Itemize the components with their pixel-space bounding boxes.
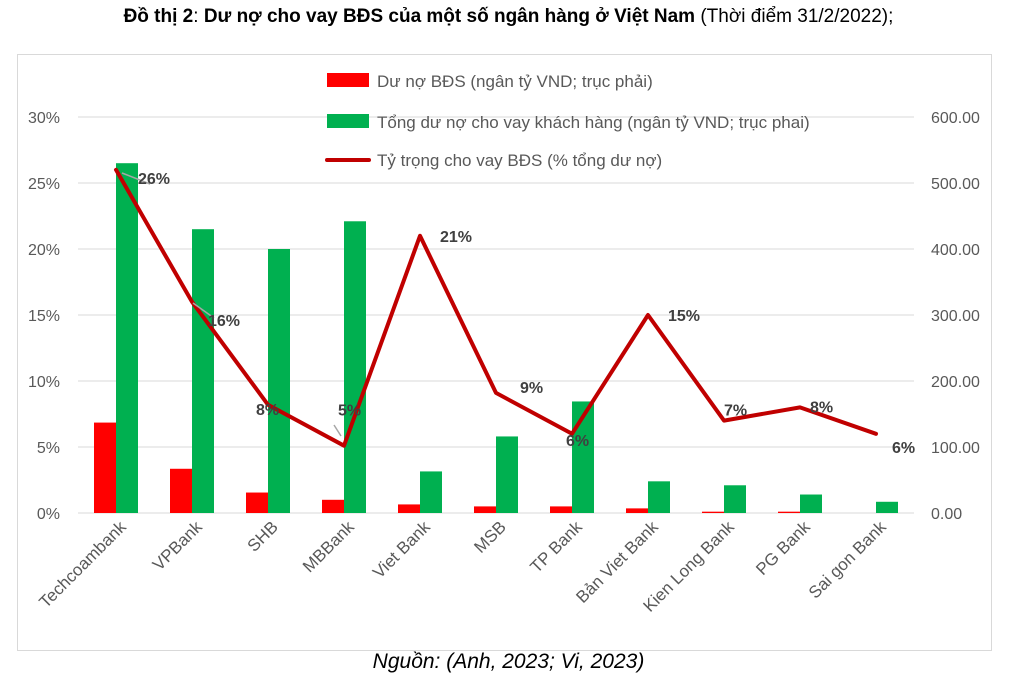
label-leader-line — [334, 425, 341, 436]
left-tick-label: 30% — [28, 110, 60, 127]
legend-swatch-red — [327, 73, 369, 87]
category-label: VPBank — [149, 517, 206, 574]
combo-chart: 0% 0.00 5% 100.00 10% 200.00 15% 300.00 20% 400.0… — [0, 0, 1017, 685]
axes: 0% 0.00 5% 100.00 10% 200.00 15% 300.00 20% 400.0… — [28, 110, 980, 616]
right-tick-label: 400.00 — [931, 242, 980, 259]
data-labels: 26% 16% 8% 5% 21% 9% 6% 15% 7% 8% 6% — [122, 171, 915, 457]
line-data-label: 8% — [810, 399, 833, 416]
bar-tong-du-no — [192, 229, 214, 513]
line-data-label: 8% — [256, 402, 279, 419]
left-tick-label: 25% — [28, 176, 60, 193]
line-data-label: 21% — [440, 229, 472, 246]
bar-du-no-bds — [170, 469, 192, 513]
right-tick-label: 200.00 — [931, 374, 980, 391]
bar-tong-du-no — [724, 485, 746, 513]
category-label: Sai gon Bank — [805, 517, 890, 602]
category-label: SHB — [244, 517, 282, 555]
legend-label: Dư nợ BĐS (ngân tỷ VND; trục phải) — [377, 72, 653, 91]
bar-tong-du-no — [496, 436, 518, 513]
bar-tong-du-no — [876, 502, 898, 513]
line-data-label: 26% — [138, 171, 170, 188]
bar-tong-du-no — [268, 249, 290, 513]
legend-label: Tỷ trọng cho vay BĐS (% tổng dư nợ) — [377, 151, 662, 170]
legend: Dư nợ BĐS (ngân tỷ VND; trục phải) Tổng d… — [327, 72, 810, 170]
bar-tong-du-no — [420, 471, 442, 513]
bar-tong-du-no — [344, 221, 366, 513]
bar-du-no-bds — [550, 506, 572, 513]
line-ty-trong-bds — [116, 170, 876, 446]
left-tick-label: 10% — [28, 374, 60, 391]
line-data-label: 16% — [208, 313, 240, 330]
left-tick-label: 0% — [37, 506, 60, 523]
right-tick-label: 600.00 — [931, 110, 980, 127]
line-data-label: 6% — [566, 433, 589, 450]
category-label: Viet Bank — [369, 517, 434, 582]
line-series — [116, 170, 876, 446]
bar-tong-du-no — [800, 495, 822, 513]
right-tick-label: 0.00 — [931, 506, 962, 523]
bar-du-no-bds — [778, 512, 800, 513]
legend-label: Tổng dư nợ cho vay khách hàng (ngân tỷ V… — [377, 113, 810, 132]
bars — [94, 163, 898, 513]
right-tick-label: 500.00 — [931, 176, 980, 193]
bar-tong-du-no — [116, 163, 138, 513]
category-label: PG Bank — [752, 517, 814, 579]
source-note: Nguồn: (Anh, 2023; Vi, 2023) — [0, 650, 1017, 674]
category-label: MBBank — [299, 517, 358, 576]
line-data-label: 15% — [668, 308, 700, 325]
line-data-label: 7% — [724, 403, 747, 420]
category-label: Techcoambank — [36, 517, 131, 612]
bar-du-no-bds — [246, 493, 268, 513]
category-label: MSB — [470, 517, 509, 556]
right-tick-label: 100.00 — [931, 440, 980, 457]
bar-du-no-bds — [474, 506, 496, 513]
legend-swatch-green — [327, 114, 369, 128]
bar-du-no-bds — [398, 504, 420, 513]
right-tick-label: 300.00 — [931, 308, 980, 325]
line-data-label: 5% — [338, 403, 361, 420]
bar-du-no-bds — [94, 423, 116, 513]
bar-du-no-bds — [322, 500, 344, 513]
left-tick-label: 20% — [28, 242, 60, 259]
line-data-label: 9% — [520, 380, 543, 397]
left-tick-label: 15% — [28, 308, 60, 325]
category-label: TP Bank — [527, 517, 587, 577]
bar-tong-du-no — [648, 481, 670, 513]
left-tick-label: 5% — [37, 440, 60, 457]
bar-du-no-bds — [702, 512, 724, 513]
bar-du-no-bds — [626, 508, 648, 513]
line-data-label: 6% — [892, 440, 915, 457]
